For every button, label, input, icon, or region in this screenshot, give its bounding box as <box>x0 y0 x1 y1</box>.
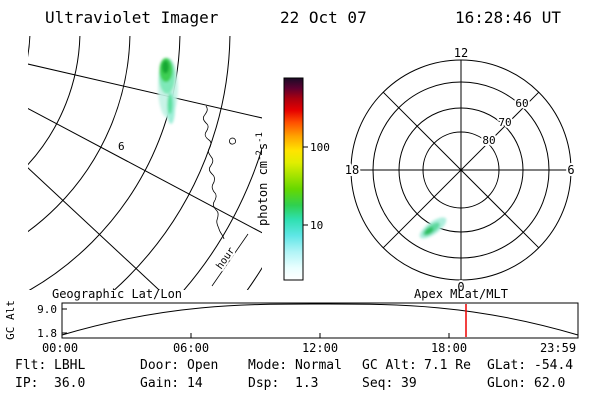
status-door-value: Open <box>187 358 218 373</box>
aurora-blob-polar <box>419 217 447 239</box>
status-flt-value: LBHL <box>54 358 85 373</box>
coastline <box>202 105 236 240</box>
colorbar-tick-lower: 10 <box>310 219 323 232</box>
ytick-top: 9.0 <box>37 303 57 316</box>
status-gcalt-label: GC Alt: <box>362 358 417 373</box>
mlt-label-18: 18 <box>345 163 359 177</box>
polar-grid <box>350 59 572 281</box>
geo-axis-line <box>211 233 249 287</box>
xtick-1800: 18:00 <box>431 341 467 355</box>
status-glon-value: 62.0 <box>534 376 565 391</box>
polar-panel: 12 18 6 0 60 70 80 <box>343 44 577 296</box>
colorbar-unit-label: photon cm-2s-1 <box>255 132 270 226</box>
status-mode-value: Normal <box>295 358 342 373</box>
status-gcalt-value: 7.1 Re <box>424 358 471 373</box>
timeline-plot: GC Alt 9.0 1.8 00:00 06:00 12:00 18:00 2… <box>4 300 579 355</box>
colorbar-gradient <box>283 77 304 281</box>
mlat-ring-label-70: 70 <box>498 116 511 129</box>
polar-caption: Apex MLat/MLT <box>414 287 508 301</box>
status-mode-label: Mode: <box>248 358 287 373</box>
gc-alt-axis-label: GC Alt <box>4 300 17 340</box>
status-gain-value: 14 <box>187 376 203 391</box>
geo-panel: 6 hour <box>28 36 262 290</box>
status-seq-label: Seq: <box>362 376 393 391</box>
date-text: 22 Oct 07 <box>280 8 367 27</box>
geo-caption: Geographic Lat/Lon <box>52 287 182 301</box>
status-rows: Flt: LBHL Door: Open Mode: Normal GC Alt… <box>15 358 573 391</box>
geo-graticule <box>28 36 262 290</box>
geo-grid-tick-label: 6 <box>118 140 125 153</box>
mlat-ring-label-80: 80 <box>482 134 495 147</box>
colorbar-tick-upper: 100 <box>310 141 330 154</box>
status-flt-label: Flt: <box>15 358 46 373</box>
xtick-2359: 23:59 <box>540 341 576 355</box>
page-title: Ultraviolet Imager <box>45 8 219 27</box>
ytick-bottom: 1.8 <box>37 327 57 340</box>
mlt-label-6: 6 <box>567 163 574 177</box>
status-glat-value: -54.4 <box>534 358 573 373</box>
status-seq-value: 39 <box>401 376 417 391</box>
status-glon-label: GLon: <box>487 376 526 391</box>
geo-axis-label: hour <box>215 246 238 272</box>
colorbar: 100 10 photon cm-2s-1 <box>255 77 330 281</box>
status-glat-label: GLat: <box>487 358 526 373</box>
gc-alt-curve <box>61 303 579 336</box>
status-door-label: Door: <box>140 358 179 373</box>
mlat-ring-label-60: 60 <box>515 97 528 110</box>
xtick-0000: 00:00 <box>42 341 78 355</box>
status-dsp-value: 1.3 <box>295 376 318 391</box>
time-text: 16:28:46 UT <box>455 8 561 27</box>
status-gain-label: Gain: <box>140 376 179 391</box>
status-ip-value: 36.0 <box>54 376 85 391</box>
xtick-1200: 12:00 <box>302 341 338 355</box>
mlt-label-0: 0 <box>457 280 464 294</box>
status-dsp-label: Dsp: <box>248 376 279 391</box>
xtick-0600: 06:00 <box>173 341 209 355</box>
status-ip-label: IP: <box>15 376 38 391</box>
aurora-blob-geo <box>158 58 178 124</box>
mlt-label-12: 12 <box>454 46 468 60</box>
timeline-frame <box>61 302 579 339</box>
